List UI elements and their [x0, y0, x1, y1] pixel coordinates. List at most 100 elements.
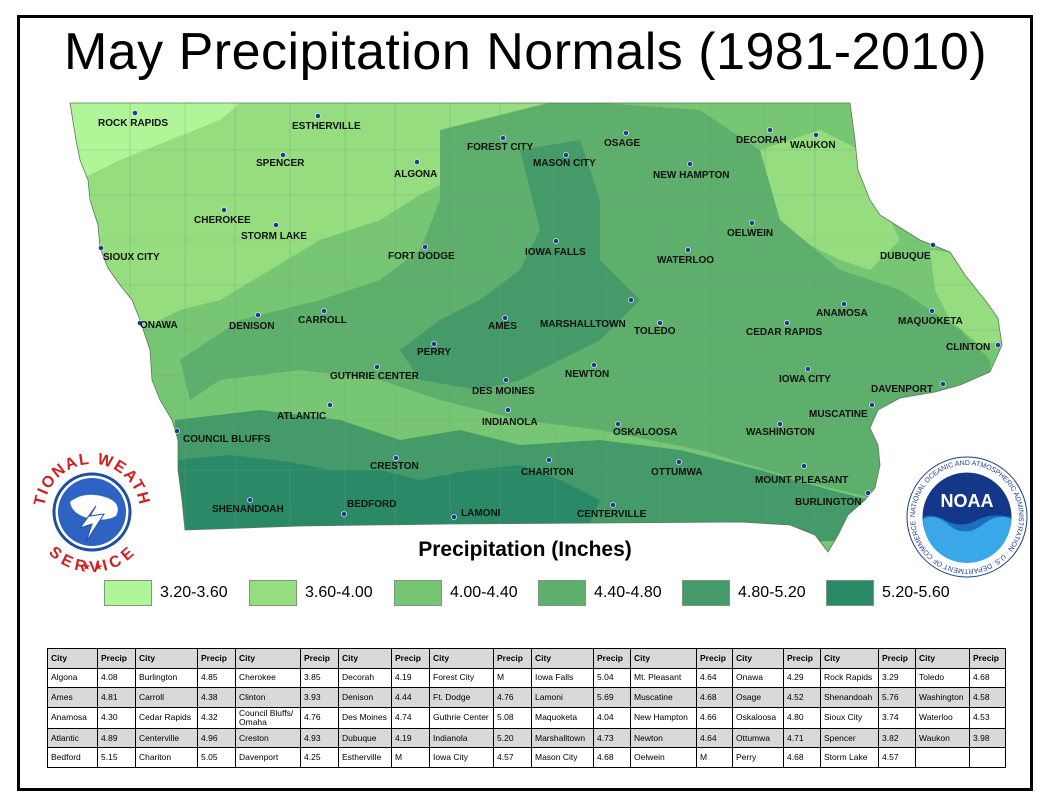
- table-row: Bedford 5.15 Chariton 5.05 Davenport 4.25 Esth…: [47, 747, 1006, 768]
- city-marker: [657, 320, 663, 326]
- city-marker: [174, 428, 180, 434]
- table-header-cell: City: [235, 648, 301, 669]
- table-cell: Forest City: [429, 667, 494, 689]
- city-label: CLINTON: [946, 342, 990, 353]
- city-marker: [431, 341, 437, 347]
- city-marker: [841, 301, 847, 307]
- table-cell: 4.58: [969, 687, 1006, 708]
- zone-4-80-5-20-central: [400, 140, 640, 390]
- city-marker: [247, 497, 253, 503]
- legend-swatch: [682, 580, 730, 606]
- table-cell: 3.98: [969, 727, 1006, 749]
- table-cell: Cedar Rapids: [135, 706, 198, 729]
- city-label: COUNCIL BLUFFS: [183, 434, 271, 445]
- table-cell: Cherokee: [235, 667, 301, 689]
- table-cell: Perry: [732, 747, 784, 768]
- table-row: Anamosa 4.30 Cedar Rapids 4.32 Council Bluff…: [47, 706, 1006, 729]
- city-marker: [132, 110, 138, 116]
- table-header-cell: Precip: [493, 648, 532, 669]
- table-cell: Mason City: [531, 747, 594, 768]
- city-marker: [813, 132, 819, 138]
- city-label: IOWA CITY: [779, 374, 831, 385]
- table-header-cell: City: [630, 648, 697, 669]
- table-cell: M: [493, 667, 532, 689]
- table-cell: 4.96: [197, 727, 236, 749]
- zone-3-20-3-60: [70, 103, 250, 185]
- table-cell: 4.44: [391, 687, 430, 708]
- city-marker: [327, 402, 333, 408]
- table-cell: 4.89: [97, 727, 136, 749]
- legend-item: 3.60-4.00: [249, 580, 373, 606]
- city-marker: [930, 242, 936, 248]
- city-marker: [273, 222, 279, 228]
- city-marker: [414, 159, 420, 165]
- table-cell: 5.20: [493, 727, 532, 749]
- city-label: MOUNT PLEASANT: [755, 475, 848, 486]
- table-row: Ames 4.81 Carroll 4.38 Clinton 3.93 Denison 4.4…: [47, 687, 1006, 708]
- table-cell: Burlington: [135, 667, 198, 689]
- table-header-cell: Precip: [783, 648, 821, 669]
- city-label: CARROLL: [298, 315, 347, 326]
- table-cell: Algona: [47, 667, 98, 689]
- table-cell: 4.68: [696, 687, 733, 708]
- table-cell: Estherville: [338, 747, 392, 768]
- table-cell: Washington: [915, 687, 970, 708]
- table-header-cell: Precip: [391, 648, 430, 669]
- city-marker: [500, 135, 506, 141]
- city-label: ESTHERVILLE: [292, 121, 361, 132]
- table-cell: 4.73: [593, 727, 631, 749]
- city-marker: [563, 152, 569, 158]
- table-cell: 4.53: [969, 706, 1006, 729]
- legend-title: Precipitation (Inches): [418, 538, 632, 561]
- table-cell: Guthrie Center: [429, 706, 494, 729]
- table-cell: Iowa Falls: [531, 667, 594, 689]
- table-cell: 4.76: [300, 706, 339, 729]
- table-cell: Oskaloosa: [732, 706, 784, 729]
- city-marker: [280, 152, 286, 158]
- table-cell: 4.64: [696, 727, 733, 749]
- city-marker: [623, 130, 629, 136]
- city-label: FOREST CITY: [467, 142, 533, 153]
- city-label: ALGONA: [394, 169, 437, 180]
- table-cell: Council Bluffs/ Omaha: [235, 706, 301, 729]
- city-label: ATLANTIC: [277, 411, 326, 422]
- table-header-cell: City: [338, 648, 392, 669]
- city-marker: [374, 364, 380, 370]
- city-marker: [801, 463, 807, 469]
- table-cell: 4.30: [97, 706, 136, 729]
- city-layer: ROCK RAPIDS ESTHERVILLE SPENCER ALGONA FORES…: [98, 110, 1001, 520]
- city-label: DES MOINES: [472, 386, 535, 397]
- table-cell: 4.25: [300, 747, 339, 768]
- table-header-cell: City: [915, 648, 970, 669]
- table-cell: Osage: [732, 687, 784, 708]
- city-label: BEDFORD: [347, 499, 396, 510]
- city-marker: [137, 320, 143, 326]
- table-header-cell: Precip: [696, 648, 733, 669]
- legend-item: 4.40-4.80: [538, 580, 662, 606]
- city-label: AMES: [488, 321, 517, 332]
- table-row: Algona 4.08 Burlington 4.85 Cherokee 3.85 Deco…: [47, 667, 1006, 689]
- table-cell: New Hampton: [630, 706, 697, 729]
- table-cell: Maquoketa: [531, 706, 594, 729]
- table-cell: Sioux City: [820, 706, 879, 729]
- table-header-cell: City: [732, 648, 784, 669]
- table-cell: 4.57: [493, 747, 532, 768]
- city-label: OELWEIN: [727, 228, 773, 239]
- city-marker: [505, 407, 511, 413]
- table-header-cell: Precip: [969, 648, 1006, 669]
- city-marker: [546, 457, 552, 463]
- city-marker: [503, 377, 509, 383]
- city-marker: [805, 366, 811, 372]
- city-label: DECORAH: [736, 135, 787, 146]
- table-cell: Chariton: [135, 747, 198, 768]
- city-marker: [221, 207, 227, 213]
- city-label: TOLEDO: [634, 326, 676, 337]
- city-marker: [749, 220, 755, 226]
- table-cell: 4.08: [97, 667, 136, 689]
- city-label: MUSCATINE: [809, 409, 868, 420]
- city-label: WASHINGTON: [746, 427, 815, 438]
- legend-swatch: [249, 580, 297, 606]
- table-cell: Carroll: [135, 687, 198, 708]
- table-cell: Iowa City: [429, 747, 494, 768]
